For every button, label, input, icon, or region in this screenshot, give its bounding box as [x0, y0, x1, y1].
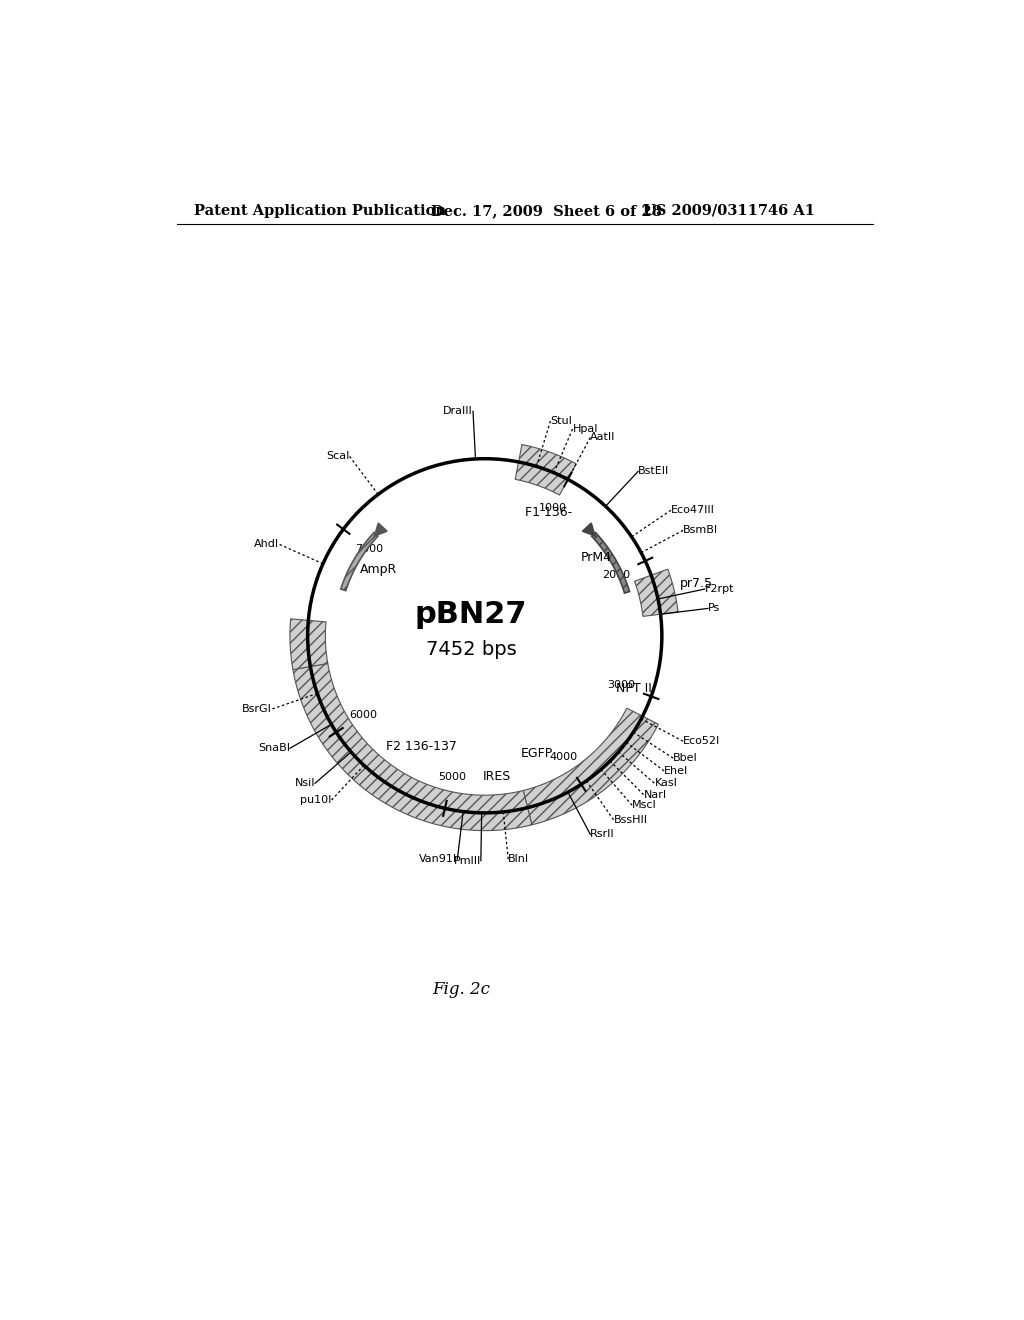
Text: 2000: 2000	[602, 570, 630, 579]
Text: IRES: IRES	[483, 771, 511, 784]
Text: BlnI: BlnI	[508, 854, 529, 865]
Text: BbeI: BbeI	[674, 754, 698, 763]
Text: Eco52I: Eco52I	[683, 737, 721, 746]
Text: 3000: 3000	[607, 680, 635, 690]
Text: BssHII: BssHII	[613, 814, 648, 825]
Text: 4000: 4000	[550, 752, 578, 762]
Text: EheI: EheI	[665, 766, 688, 776]
Text: NPT II: NPT II	[616, 682, 652, 696]
Text: 6000: 6000	[349, 710, 378, 719]
Polygon shape	[523, 708, 658, 825]
Text: KasI: KasI	[654, 779, 677, 788]
Text: US 2009/0311746 A1: US 2009/0311746 A1	[643, 203, 815, 218]
Text: pr7.5: pr7.5	[680, 577, 713, 590]
Text: StuI: StuI	[551, 416, 572, 426]
Text: 1000: 1000	[539, 503, 566, 513]
Polygon shape	[635, 569, 678, 616]
Text: Patent Application Publication: Patent Application Publication	[194, 203, 445, 218]
Text: Fig. 2c: Fig. 2c	[433, 982, 490, 998]
Text: F2rpt: F2rpt	[705, 583, 734, 594]
Text: PmlII: PmlII	[454, 855, 481, 866]
Text: 5000: 5000	[438, 772, 466, 781]
Text: ScaI: ScaI	[326, 451, 349, 461]
Text: 7452 bps: 7452 bps	[426, 640, 516, 659]
Polygon shape	[293, 664, 531, 830]
Text: MscI: MscI	[632, 800, 657, 810]
Text: Dec. 17, 2009  Sheet 6 of 28: Dec. 17, 2009 Sheet 6 of 28	[431, 203, 662, 218]
Text: EGFP: EGFP	[521, 747, 553, 760]
Text: 7000: 7000	[355, 544, 383, 553]
Text: BsrGI: BsrGI	[243, 704, 272, 714]
Polygon shape	[290, 619, 328, 669]
Text: pBN27: pBN27	[415, 599, 527, 628]
Text: NsiI: NsiI	[295, 779, 315, 788]
Text: F2 136-137: F2 136-137	[386, 739, 457, 752]
Text: AatII: AatII	[590, 432, 615, 442]
Text: PrM4: PrM4	[581, 550, 612, 564]
Text: BstEII: BstEII	[638, 466, 670, 477]
Text: HpaI: HpaI	[572, 424, 598, 434]
Text: NarI: NarI	[644, 789, 667, 800]
Polygon shape	[592, 532, 630, 593]
Polygon shape	[515, 445, 577, 495]
Text: AmpR: AmpR	[359, 562, 396, 576]
Text: pu10I: pu10I	[300, 795, 332, 805]
Text: Eco47III: Eco47III	[671, 506, 715, 515]
Text: F1 136-: F1 136-	[524, 507, 571, 519]
Text: DraIII: DraIII	[443, 407, 473, 416]
Text: RsrII: RsrII	[590, 829, 615, 840]
Text: Ps: Ps	[708, 603, 720, 614]
Text: AhdI: AhdI	[254, 540, 280, 549]
Text: SnaBI: SnaBI	[258, 743, 290, 754]
Text: Van91I: Van91I	[419, 854, 458, 865]
Text: BsmBI: BsmBI	[683, 525, 719, 535]
Polygon shape	[341, 532, 378, 590]
